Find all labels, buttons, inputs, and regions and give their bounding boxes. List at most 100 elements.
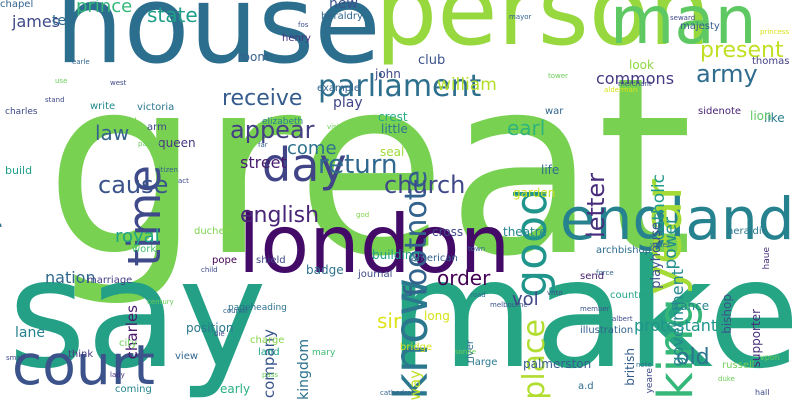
word-country: country — [610, 290, 649, 301]
word-order: order — [437, 266, 491, 290]
word-sonne: sonne — [455, 348, 477, 356]
word-old: old — [676, 345, 710, 370]
word-fos: fos — [298, 21, 309, 29]
word-british: british — [623, 348, 637, 386]
word-thomas: thomas — [752, 56, 790, 67]
word-parliament: parliament — [318, 69, 482, 104]
word-new: new — [329, 0, 358, 12]
word-lady: lady — [110, 371, 125, 379]
word-playhouse: playhouse — [649, 222, 664, 289]
word-london: london — [238, 198, 511, 291]
word-send: send — [580, 271, 605, 282]
word-little: little — [381, 122, 408, 136]
word-seal: seal — [380, 145, 405, 159]
word-city: city — [119, 338, 138, 349]
word-vnto: vnto — [547, 289, 563, 297]
word-room: room — [238, 50, 270, 64]
word-small: small — [6, 354, 25, 362]
word-merchant: merchant — [618, 80, 652, 88]
word-church: church — [384, 171, 466, 199]
word-pageheading: pageheading — [228, 303, 287, 313]
word-english: english — [240, 203, 320, 228]
word-vol: vol — [512, 289, 539, 310]
word-france: france — [671, 299, 710, 313]
word-person: person — [375, 0, 711, 68]
word-garden: garden — [513, 186, 556, 200]
word-west: west — [110, 79, 127, 87]
word-protestant: protestant — [634, 316, 718, 335]
word-look: look — [629, 58, 654, 72]
word-early: early — [220, 382, 251, 396]
word-seward: seward — [670, 14, 696, 22]
word-james: james — [12, 12, 61, 31]
word-lion: lion — [750, 109, 772, 123]
word-present: present — [700, 38, 784, 63]
word-war: war — [545, 106, 564, 117]
word-build: build — [5, 164, 33, 177]
word-palmerston: palmerston — [523, 357, 592, 371]
word-return: return — [318, 150, 398, 180]
word-theatre: theatre — [503, 225, 547, 239]
word-princess: princess — [760, 28, 790, 36]
word-illustration: illustration — [580, 325, 634, 336]
word-a-d: a.d — [578, 381, 594, 392]
word-haue: haue — [762, 247, 772, 270]
word-note: note — [636, 361, 652, 369]
word-commons: commons — [596, 69, 675, 88]
word-badge: badge — [306, 263, 344, 277]
word-cause: cause — [98, 171, 169, 199]
word-subject: subject — [0, 188, 2, 265]
word-like: like — [764, 111, 785, 125]
word-duchess: duchess — [194, 226, 236, 237]
word-england: england — [560, 185, 795, 253]
word-marriage: marriage — [87, 275, 133, 286]
word-arm: arm — [147, 122, 167, 133]
word-write: write — [90, 101, 116, 112]
word-john: john — [375, 67, 401, 81]
word-duke: duke — [718, 375, 735, 383]
word-appear: appear — [230, 116, 315, 144]
word-large: large — [472, 357, 498, 368]
word-make: make — [388, 228, 800, 400]
word-coming: coming — [115, 384, 152, 395]
word-play: play — [333, 95, 363, 111]
word-prince: prince — [76, 0, 133, 17]
word-earle: earle — [72, 58, 90, 66]
word-mary: mary — [312, 348, 336, 358]
word-majesty: majesty — [680, 21, 720, 32]
word-council: council — [223, 307, 248, 315]
word-alderman: alderman — [604, 86, 638, 94]
word-yeare: yeare — [645, 368, 655, 394]
word-heraldic: heraldic — [727, 226, 768, 237]
word-chapel: chapel — [0, 0, 34, 10]
word-force: force — [596, 269, 614, 277]
word-law: law — [95, 121, 130, 145]
word-building: building — [372, 248, 421, 262]
word-bridge: bridge — [400, 342, 433, 353]
word-kingdom: kingdom — [296, 339, 312, 400]
word-good: good — [506, 188, 557, 298]
word-act: act — [178, 177, 189, 185]
word-water: water — [650, 241, 670, 249]
word-bishop: bishop — [720, 294, 734, 334]
word-work: work — [132, 244, 157, 255]
word-heraldry: heraldry — [321, 11, 363, 22]
word-member: member — [580, 305, 610, 313]
word-club: club — [418, 53, 446, 68]
word-say: say — [8, 228, 267, 400]
word-nation: nation — [45, 268, 96, 287]
word-russell: russell — [722, 360, 755, 371]
word-view: view — [175, 351, 199, 362]
word-archbishop: archbishop — [596, 245, 651, 256]
word-street: street — [240, 153, 287, 172]
word-road: road — [470, 291, 486, 299]
word-charge: charge — [250, 335, 285, 346]
word-court: court — [12, 333, 155, 397]
word-royal: royal — [115, 226, 160, 247]
word-long: long — [424, 309, 450, 323]
word-man: man — [610, 0, 757, 59]
word-citizen: citizen — [155, 166, 178, 174]
word-henry: henry — [282, 33, 311, 44]
word-palace: palace — [138, 140, 162, 148]
word-earl: earl — [507, 116, 546, 140]
